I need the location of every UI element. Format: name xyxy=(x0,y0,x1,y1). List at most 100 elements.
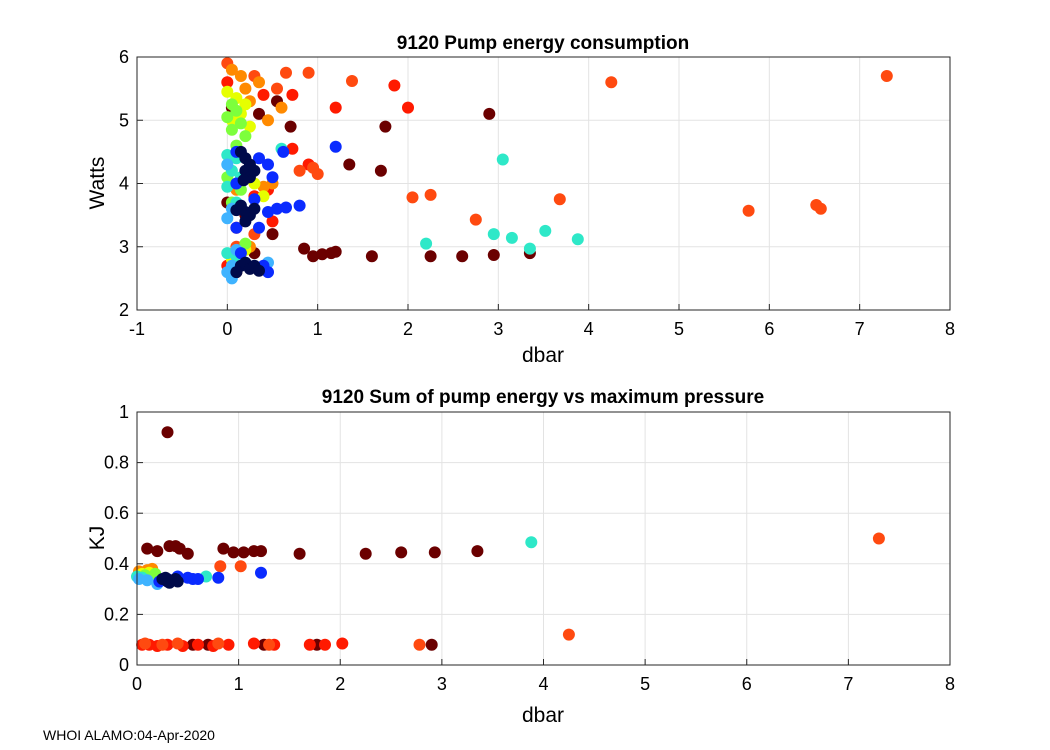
data-point-deep-red xyxy=(161,426,174,439)
data-point-orange-red xyxy=(469,213,482,226)
data-point-deep-red xyxy=(483,107,496,120)
data-point-deep-red xyxy=(343,158,356,171)
y-tick-label: 0.2 xyxy=(104,604,129,624)
data-point-orange xyxy=(253,76,265,89)
x-tick-label: 5 xyxy=(640,674,650,694)
y-tick-label: 4 xyxy=(119,174,129,194)
data-point-green xyxy=(239,130,252,143)
data-point-blue xyxy=(212,571,225,584)
x-axis-label: dbar xyxy=(522,704,564,727)
data-point-cyan xyxy=(420,237,433,250)
data-point-light-blue xyxy=(221,158,234,171)
x-tick-label: 4 xyxy=(584,319,594,339)
data-points xyxy=(221,57,893,285)
data-point-blue xyxy=(329,140,342,153)
data-point-blue xyxy=(253,152,265,165)
data-point-blue xyxy=(248,193,261,206)
data-point-orange-red xyxy=(880,70,893,82)
data-point-green xyxy=(230,104,243,117)
x-axis-label: dbar xyxy=(522,344,564,367)
data-point-orange xyxy=(262,114,274,127)
data-point-cyan xyxy=(496,153,509,166)
data-point-orange-red xyxy=(263,638,276,651)
data-point-red xyxy=(222,638,235,651)
data-point-deep-red xyxy=(253,107,265,120)
x-tick-label: 0 xyxy=(132,674,142,694)
data-point-orange-red xyxy=(553,193,566,206)
data-point-cyan xyxy=(539,224,552,237)
data-point-red xyxy=(257,88,270,101)
data-point-cyan xyxy=(525,536,538,549)
data-point-navy xyxy=(230,204,243,217)
data-point-orange-red xyxy=(156,638,169,651)
data-point-deep-red xyxy=(237,546,250,559)
data-point-deep-red xyxy=(298,242,311,255)
y-tick-label: 0.4 xyxy=(104,554,129,574)
data-point-deep-red xyxy=(329,245,342,258)
x-tick-label: 5 xyxy=(674,319,684,339)
x-tick-label: 2 xyxy=(403,319,413,339)
data-point-deep-red xyxy=(227,546,240,559)
data-point-deep-red xyxy=(255,545,267,558)
data-point-deep-red xyxy=(141,542,154,555)
data-point-light-blue xyxy=(141,574,154,587)
x-tick-label: 8 xyxy=(945,319,955,339)
data-point-orange-red xyxy=(212,637,225,650)
data-point-cyan xyxy=(505,231,518,244)
data-point-blue xyxy=(280,201,292,214)
data-point-navy xyxy=(237,174,250,187)
data-point-red xyxy=(402,101,414,114)
data-point-navy xyxy=(248,202,261,215)
x-tick-labels: 0 1 2 3 4 5 6 7 8 xyxy=(132,659,955,694)
data-point-orange-red xyxy=(562,628,575,641)
data-point-navy xyxy=(248,164,261,177)
x-tick-label: 7 xyxy=(843,674,853,694)
data-point-red xyxy=(221,76,234,89)
chart-title: 9120 Pump energy consumption xyxy=(397,33,689,54)
data-point-orange-red xyxy=(302,66,315,79)
data-point-orange-red xyxy=(814,202,827,215)
data-point-deep-red xyxy=(374,164,387,177)
y-axis-label: Watts xyxy=(86,157,109,210)
y-tick-label: 1 xyxy=(119,402,129,422)
data-point-deep-red xyxy=(359,547,372,560)
data-point-orange-red xyxy=(742,204,755,217)
data-point-deep-red xyxy=(217,542,230,555)
data-point-blue xyxy=(192,573,204,585)
y-tick-label: 3 xyxy=(119,237,129,257)
data-point-cyan xyxy=(221,180,234,193)
chart-title: 9120 Sum of pump energy vs maximum press… xyxy=(322,387,764,408)
x-tick-label: 2 xyxy=(335,674,345,694)
data-point-red xyxy=(286,142,299,155)
data-point-green xyxy=(221,111,234,124)
data-point-yellow xyxy=(243,120,256,133)
data-point-green xyxy=(239,237,252,250)
y-tick-label: 6 xyxy=(119,47,129,67)
data-point-orange xyxy=(275,101,288,114)
data-point-cyan xyxy=(221,247,234,260)
data-point-yellow xyxy=(221,85,234,98)
x-tick-label: 1 xyxy=(234,674,244,694)
data-point-cyan xyxy=(221,149,234,161)
x-tick-label: -1 xyxy=(129,319,145,339)
data-point-orange xyxy=(234,70,247,82)
data-point-navy xyxy=(230,266,243,279)
data-point-yellow xyxy=(239,98,252,111)
data-point-blue xyxy=(253,221,265,234)
data-point-orange xyxy=(225,63,238,76)
y-tick-label: 0.8 xyxy=(104,453,129,473)
data-point-orange-red xyxy=(406,191,419,204)
data-point-deep-red xyxy=(365,250,378,263)
data-point-red xyxy=(388,79,401,92)
y-tick-label: 0 xyxy=(119,655,129,675)
data-point-deep-red xyxy=(316,248,329,261)
data-point-orange-red xyxy=(293,164,306,177)
panel-sum-energy: 9120 Sum of pump energy vs maximum press… xyxy=(86,387,955,727)
data-point-deep-red xyxy=(293,547,306,560)
data-point-blue xyxy=(293,199,306,212)
y-axis-label: KJ xyxy=(86,526,109,551)
x-tick-label: 3 xyxy=(493,319,503,339)
data-point-orange-red xyxy=(346,75,358,87)
data-point-deep-red xyxy=(487,249,500,261)
data-point-deep-red xyxy=(181,547,194,560)
